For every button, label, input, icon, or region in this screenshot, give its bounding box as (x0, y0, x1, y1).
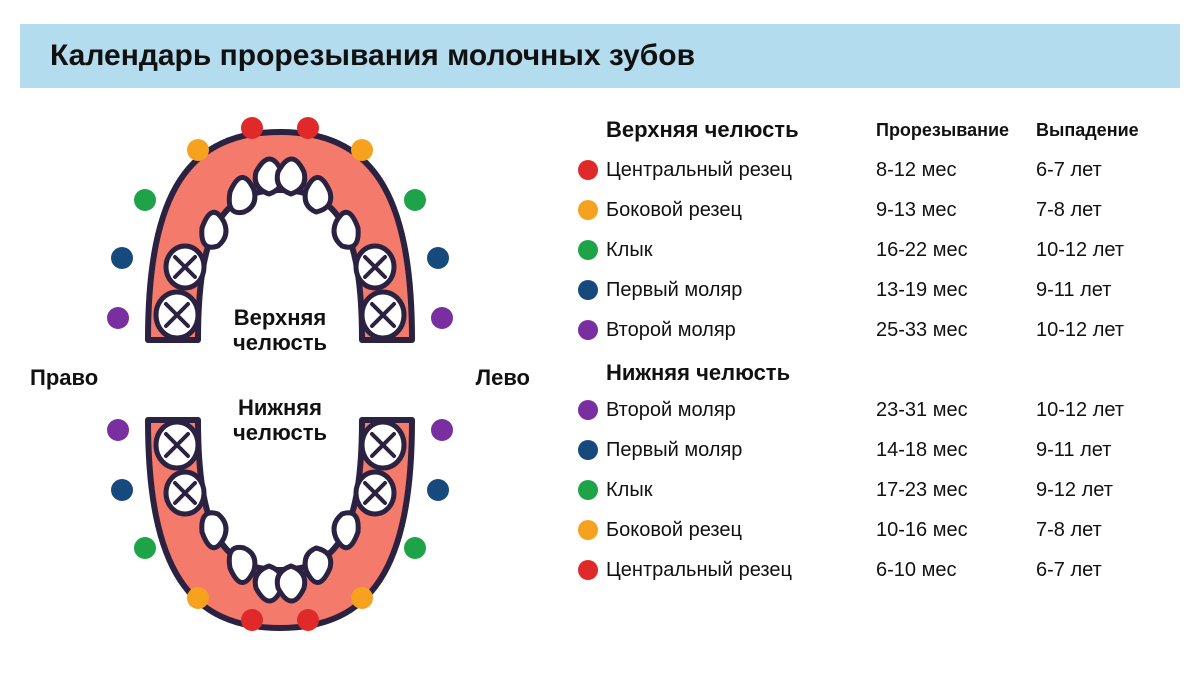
tooth-name: Второй моляр (606, 399, 876, 422)
eruption-value: 25-33 мес (876, 319, 1036, 342)
legend-dot (578, 560, 598, 580)
eruption-value: 14-18 мес (876, 439, 1036, 462)
legend-dot (578, 280, 598, 300)
legend-dot (578, 520, 598, 540)
tooth-name: Первый моляр (606, 279, 876, 302)
legend-row: Центральный резец6-10 мес6-7 лет (570, 550, 1180, 590)
upper-dot-9 (431, 307, 453, 329)
page-title: Календарь прорезывания молочных зубов (50, 39, 695, 73)
legend: Верхняя челюсть Прорезывание Выпадение Ц… (570, 110, 1180, 590)
col-eruption: Прорезывание (876, 120, 1036, 141)
legend-row: Клык16-22 мес10-12 лет (570, 230, 1180, 270)
eruption-value: 23-31 мес (876, 399, 1036, 422)
lower-jaw-title-row: Нижняя челюсть (570, 350, 1180, 390)
lower-dot-8 (427, 479, 449, 501)
lower-dot-9 (431, 419, 453, 441)
legend-row: Центральный резец8-12 мес6-7 лет (570, 150, 1180, 190)
legend-dot (578, 200, 598, 220)
lower-dot-0 (107, 419, 129, 441)
legend-row: Второй моляр25-33 мес10-12 лет (570, 310, 1180, 350)
legend-dot (578, 320, 598, 340)
upper-dot-0 (107, 307, 129, 329)
lower-dot-1 (111, 479, 133, 501)
side-left-label: Лево (476, 365, 530, 391)
legend-row: Второй моляр23-31 мес10-12 лет (570, 390, 1180, 430)
legend-dot (578, 160, 598, 180)
upper-jaw-label: Верхняячелюсть (233, 305, 327, 356)
lower-jaw-label: Нижняячелюсть (233, 395, 327, 446)
fallout-value: 9-11 лет (1036, 439, 1176, 462)
eruption-value: 9-13 мес (876, 199, 1036, 222)
legend-row: Первый моляр14-18 мес9-11 лет (570, 430, 1180, 470)
legend-dot (578, 400, 598, 420)
lower-dot-6 (351, 587, 373, 609)
fallout-value: 7-8 лет (1036, 199, 1176, 222)
legend-row: Клык17-23 мес9-12 лет (570, 470, 1180, 510)
upper-dot-2 (134, 189, 156, 211)
eruption-value: 17-23 мес (876, 479, 1036, 502)
legend-row: Боковой резец9-13 мес7-8 лет (570, 190, 1180, 230)
fallout-value: 10-12 лет (1036, 239, 1176, 262)
upper-jaw-title: Верхняя челюсть (606, 117, 876, 143)
fallout-value: 10-12 лет (1036, 319, 1176, 342)
upper-dot-8 (427, 247, 449, 269)
tooth-name: Клык (606, 479, 876, 502)
lower-dot-2 (134, 537, 156, 559)
teeth-diagram: Верхняячелюсть Нижняячелюсть Право Лево (30, 110, 530, 650)
legend-dot (578, 440, 598, 460)
lower-dot-5 (297, 609, 319, 631)
legend-row: Первый моляр13-19 мес9-11 лет (570, 270, 1180, 310)
fallout-value: 10-12 лет (1036, 399, 1176, 422)
legend-header: Верхняя челюсть Прорезывание Выпадение (570, 110, 1180, 150)
fallout-value: 6-7 лет (1036, 559, 1176, 582)
upper-dot-3 (187, 139, 209, 161)
tooth-name: Центральный резец (606, 159, 876, 182)
tooth-name: Первый моляр (606, 439, 876, 462)
tooth-name: Второй моляр (606, 319, 876, 342)
lower-dot-4 (241, 609, 263, 631)
upper-dot-5 (297, 117, 319, 139)
legend-row: Боковой резец10-16 мес7-8 лет (570, 510, 1180, 550)
upper-dot-7 (404, 189, 426, 211)
tooth-name: Боковой резец (606, 199, 876, 222)
legend-dot (578, 480, 598, 500)
tooth-name: Центральный резец (606, 559, 876, 582)
upper-dot-1 (111, 247, 133, 269)
legend-dot (578, 240, 598, 260)
lower-dot-7 (404, 537, 426, 559)
fallout-value: 9-12 лет (1036, 479, 1176, 502)
lower-dot-3 (187, 587, 209, 609)
eruption-value: 10-16 мес (876, 519, 1036, 542)
title-bar: Календарь прорезывания молочных зубов (20, 24, 1180, 88)
eruption-value: 13-19 мес (876, 279, 1036, 302)
fallout-value: 6-7 лет (1036, 159, 1176, 182)
upper-dot-4 (241, 117, 263, 139)
tooth-name: Боковой резец (606, 519, 876, 542)
lower-jaw-title: Нижняя челюсть (606, 354, 876, 386)
fallout-value: 9-11 лет (1036, 279, 1176, 302)
eruption-value: 6-10 мес (876, 559, 1036, 582)
eruption-value: 16-22 мес (876, 239, 1036, 262)
tooth-name: Клык (606, 239, 876, 262)
upper-dot-6 (351, 139, 373, 161)
eruption-value: 8-12 мес (876, 159, 1036, 182)
fallout-value: 7-8 лет (1036, 519, 1176, 542)
side-right-label: Право (30, 365, 98, 391)
col-fallout: Выпадение (1036, 120, 1176, 141)
